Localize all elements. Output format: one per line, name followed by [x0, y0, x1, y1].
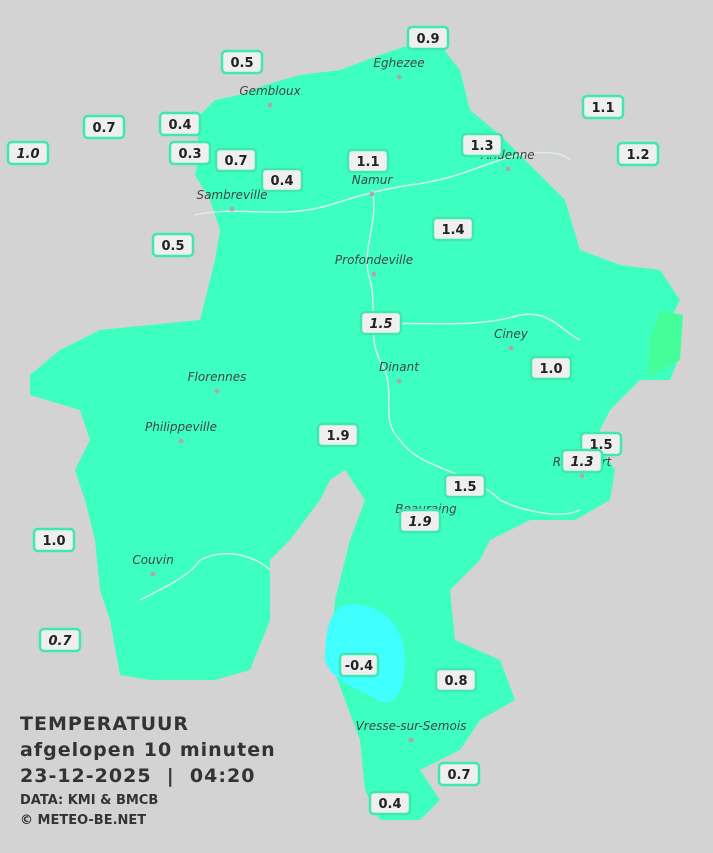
place-label: Eghezee [373, 56, 424, 70]
reading-value: 1.1 [591, 101, 614, 116]
reading-value: 1.4 [441, 223, 464, 238]
reading-box [214, 147, 258, 173]
place-dot [229, 206, 235, 212]
reading-box [560, 448, 604, 474]
reading-box [460, 132, 504, 158]
reading-value: 0.3 [178, 147, 201, 162]
reading-value: 1.9 [326, 429, 349, 444]
reading-box [431, 216, 475, 242]
reading-value: 1.0 [16, 147, 39, 162]
place-dot [178, 438, 184, 444]
place-dot [214, 388, 220, 394]
reading-value: -0.4 [345, 659, 373, 674]
reading-box [398, 508, 442, 534]
reading-box [581, 94, 625, 120]
place-dot [150, 571, 156, 577]
reading-value: 1.9 [408, 515, 431, 530]
place-dot [505, 166, 511, 172]
place-dot [369, 191, 375, 197]
place-dot [579, 473, 585, 479]
place-label: Vresse-sur-Semois [356, 719, 467, 733]
reading-box [158, 111, 202, 137]
reading-value: 0.7 [92, 121, 115, 136]
place-dot [396, 378, 402, 384]
reading-box [32, 527, 76, 553]
place-label: Couvin [132, 553, 173, 567]
reading-box [529, 355, 573, 381]
place-label: Dinant [379, 360, 420, 374]
reading-box [406, 25, 450, 51]
reading-value: 1.0 [539, 362, 562, 377]
reading-box [316, 422, 360, 448]
reading-value: 1.0 [42, 534, 65, 549]
reading-value: 0.5 [161, 239, 184, 254]
reading-box [6, 140, 50, 166]
reading-value: 0.9 [416, 32, 439, 47]
place-dot [371, 271, 377, 277]
reading-value: 0.4 [168, 118, 191, 133]
reading-value: 0.7 [224, 154, 247, 169]
legend-title: TEMPERATUUR [20, 713, 189, 735]
reading-value: 1.5 [453, 480, 476, 495]
reading-box [338, 652, 380, 678]
place-dot [396, 74, 402, 80]
reading-value: 0.7 [48, 634, 72, 649]
legend-timestamp: 23-12-2025 | 04:20 [20, 765, 255, 787]
place-label: Ciney [494, 327, 529, 341]
reading-box [151, 232, 195, 258]
legend-subtitle: afgelopen 10 minuten [20, 739, 276, 761]
reading-value: 0.5 [230, 56, 253, 71]
reading-box [616, 141, 660, 167]
reading-value: 0.4 [270, 174, 293, 189]
place-label: Gembloux [239, 84, 301, 98]
legend-credit: DATA: KMI & BMCB [20, 793, 158, 808]
legend-credit: © METEO-BE.NET [20, 813, 146, 828]
reading-box [443, 473, 487, 499]
reading-box [437, 761, 481, 787]
reading-value: 1.1 [356, 155, 379, 170]
reading-box [168, 140, 212, 166]
rivers [139, 151, 581, 601]
reading-value: 1.5 [369, 317, 392, 332]
reading-value: 0.4 [378, 797, 401, 812]
place-label: Florennes [188, 370, 247, 384]
place-dot [267, 102, 273, 108]
readings: 0.9 0.5 1.1 0.7 0.4 1.3 1.0 0.3 0.7 1.1 1.2 0.4 0.5 1… [6, 25, 660, 816]
reading-box [38, 627, 82, 653]
reading-box [260, 167, 304, 193]
place-dot [408, 737, 414, 743]
reading-box [346, 148, 390, 174]
reading-value: 0.8 [444, 674, 467, 689]
reading-value: 0.7 [447, 768, 470, 783]
reading-box [368, 790, 412, 816]
reading-value: 1.2 [626, 148, 649, 163]
reading-box [82, 114, 126, 140]
place-label: Profondeville [335, 253, 413, 267]
place-label: Namur [352, 173, 394, 187]
place-label: Philippeville [145, 420, 217, 434]
reading-value: 1.3 [570, 455, 593, 470]
place-label: Sambreville [196, 188, 267, 202]
reading-value: 1.3 [470, 139, 493, 154]
reading-box [359, 310, 403, 336]
reading-box [434, 667, 478, 693]
warm-area [648, 310, 683, 378]
place-dot [508, 345, 514, 351]
reading-box [220, 49, 264, 75]
